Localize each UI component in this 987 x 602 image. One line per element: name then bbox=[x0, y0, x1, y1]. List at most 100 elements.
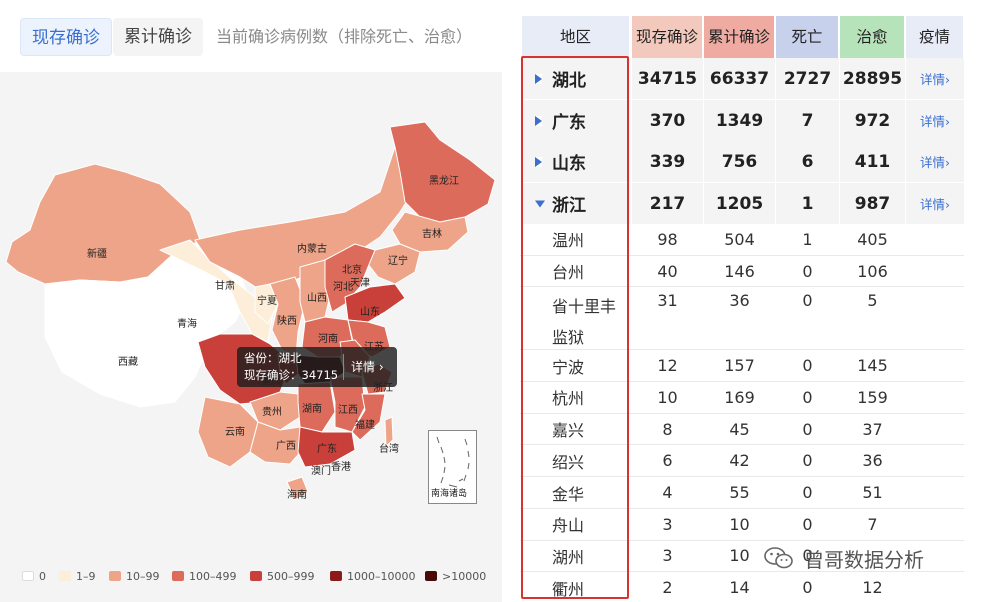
label-henan: 河南 bbox=[318, 334, 338, 345]
city-name: 省十里丰监狱 bbox=[552, 297, 617, 348]
province-yunnan[interactable] bbox=[197, 396, 259, 468]
label-xizang: 西藏 bbox=[118, 357, 138, 368]
label-taiwan: 台湾 bbox=[379, 444, 399, 455]
province-row[interactable]: 浙江 217 1205 1 987 详情› bbox=[520, 183, 964, 224]
city-name: 温州 bbox=[552, 231, 585, 251]
province-hebei[interactable] bbox=[324, 243, 376, 313]
city-row: 衢州 2 14 0 12 bbox=[520, 572, 964, 602]
city-total: 169 bbox=[724, 387, 755, 407]
detail-link[interactable]: 详情› bbox=[920, 197, 950, 212]
cell-text: 987 bbox=[854, 193, 891, 214]
legend-label: 500–999 bbox=[267, 570, 315, 583]
city-row: 杭州 10 169 0 159 bbox=[520, 382, 964, 414]
map-panel: 现存确诊 累计确诊 当前确诊病例数（排除死亡、治愈） bbox=[0, 18, 502, 602]
province-row[interactable]: 广东 370 1349 7 972 详情› bbox=[520, 100, 964, 141]
expand-right-icon[interactable] bbox=[535, 73, 542, 84]
legend-item[interactable]: 100–499 bbox=[172, 570, 237, 584]
city-row: 台州 40 146 0 106 bbox=[520, 256, 964, 288]
expand-right-icon[interactable] bbox=[535, 115, 542, 126]
province-name: 山东 bbox=[522, 141, 630, 182]
province-fujian[interactable] bbox=[351, 393, 386, 441]
city-current: 98 bbox=[657, 229, 678, 249]
label-neimenggu: 内蒙古 bbox=[297, 244, 327, 255]
cell-text: 浙江 bbox=[552, 196, 586, 216]
south-sea-icon bbox=[436, 436, 470, 488]
city-current: 4 bbox=[662, 483, 673, 503]
cell-text: 411 bbox=[854, 151, 891, 172]
city-dead: 0 bbox=[802, 356, 813, 376]
tooltip-detail-link[interactable]: 详情 › bbox=[351, 360, 384, 374]
detail-link[interactable]: 详情› bbox=[920, 114, 950, 129]
legend-item[interactable]: 500–999 bbox=[250, 570, 315, 584]
china-map: 黑龙江 吉林 辽宁 内蒙古 新疆 甘肃 青海 西藏 宁夏 山西 陕西 北京 天津… bbox=[0, 72, 502, 560]
city-row: 宁波 12 157 0 145 bbox=[520, 350, 964, 383]
city-cured: 106 bbox=[857, 261, 888, 281]
city-total: 146 bbox=[724, 261, 755, 281]
legend-item[interactable]: 0 bbox=[22, 570, 46, 584]
province-jilin[interactable] bbox=[391, 211, 469, 253]
label-guizhou: 贵州 bbox=[262, 407, 282, 418]
wechat-icon bbox=[764, 546, 794, 570]
city-name: 嘉兴 bbox=[552, 421, 585, 441]
city-total: 157 bbox=[724, 356, 755, 376]
detail-link[interactable]: 详情› bbox=[920, 155, 950, 170]
legend-label: 0 bbox=[39, 570, 46, 583]
expand-down-icon[interactable] bbox=[535, 200, 545, 207]
label-tianjin: 天津 bbox=[350, 278, 370, 289]
tab-total-confirmed[interactable]: 累计确诊 bbox=[113, 18, 203, 56]
city-dead: 0 bbox=[802, 483, 813, 503]
legend-label: 10–99 bbox=[126, 570, 160, 583]
label-shanxi: 山西 bbox=[307, 293, 327, 304]
label-heilongjiang: 黑龙江 bbox=[429, 176, 459, 187]
legend-swatch bbox=[172, 571, 184, 581]
legend-item[interactable]: 1000–10000 bbox=[330, 570, 416, 584]
province-current: 370 bbox=[632, 100, 703, 141]
province-neimenggu[interactable] bbox=[194, 131, 426, 291]
legend-item[interactable]: >10000 bbox=[425, 570, 486, 584]
province-row[interactable]: 湖北 34715 66337 2727 28895 详情› bbox=[520, 58, 964, 99]
cell-text: 756 bbox=[721, 151, 758, 172]
header-current-confirmed[interactable]: 现存确诊 bbox=[632, 16, 703, 58]
city-current: 31 bbox=[657, 291, 678, 311]
tab-description: 当前确诊病例数（排除死亡、治愈） bbox=[216, 27, 473, 46]
province-row[interactable]: 山东 339 756 6 411 详情› bbox=[520, 141, 964, 182]
province-cured: 411 bbox=[840, 141, 905, 182]
province-dead: 7 bbox=[776, 100, 839, 141]
label-hebei: 河北 bbox=[333, 282, 353, 293]
city-cured: 7 bbox=[867, 514, 878, 534]
city-current: 10 bbox=[657, 387, 678, 407]
label-guangdong: 广东 bbox=[317, 444, 337, 455]
province-hainan[interactable] bbox=[286, 476, 309, 501]
detail-link[interactable]: 详情› bbox=[920, 72, 950, 87]
label-xianggang: 香港 bbox=[331, 462, 351, 473]
expand-right-icon[interactable] bbox=[535, 156, 542, 167]
province-guangxi[interactable] bbox=[249, 421, 306, 465]
city-dead: 0 bbox=[802, 514, 813, 534]
province-current: 34715 bbox=[632, 58, 703, 99]
city-dead: 0 bbox=[802, 451, 813, 471]
province-ningxia[interactable] bbox=[254, 283, 279, 325]
label-xinjiang: 新疆 bbox=[87, 249, 107, 260]
province-dead: 1 bbox=[776, 183, 839, 224]
city-current: 3 bbox=[662, 514, 673, 534]
header-dead[interactable]: 死亡 bbox=[776, 16, 839, 58]
cell-text: 972 bbox=[854, 110, 891, 131]
province-cured: 28895 bbox=[840, 58, 905, 99]
map-tooltip: 省份：湖北 现存确诊：34715 详情 › bbox=[237, 347, 397, 387]
detail-link-cell: 详情› bbox=[906, 100, 964, 141]
legend-label: 1000–10000 bbox=[347, 570, 416, 583]
header-total-confirmed[interactable]: 累计确诊 bbox=[704, 16, 775, 58]
legend-label: 1–9 bbox=[76, 570, 96, 583]
legend-swatch bbox=[22, 571, 34, 581]
tab-current-confirmed[interactable]: 现存确诊 bbox=[20, 18, 112, 56]
cell-text: 1 bbox=[801, 193, 814, 214]
province-taiwan[interactable] bbox=[384, 416, 394, 447]
city-dead: 0 bbox=[802, 387, 813, 407]
legend-item[interactable]: 10–99 bbox=[109, 570, 160, 584]
city-name: 宁波 bbox=[552, 357, 585, 377]
province-guangdong[interactable] bbox=[297, 426, 356, 468]
province-liaoning[interactable] bbox=[367, 243, 421, 285]
city-dead: 1 bbox=[802, 229, 813, 249]
header-cured[interactable]: 治愈 bbox=[840, 16, 905, 58]
legend-item[interactable]: 1–9 bbox=[59, 570, 96, 584]
